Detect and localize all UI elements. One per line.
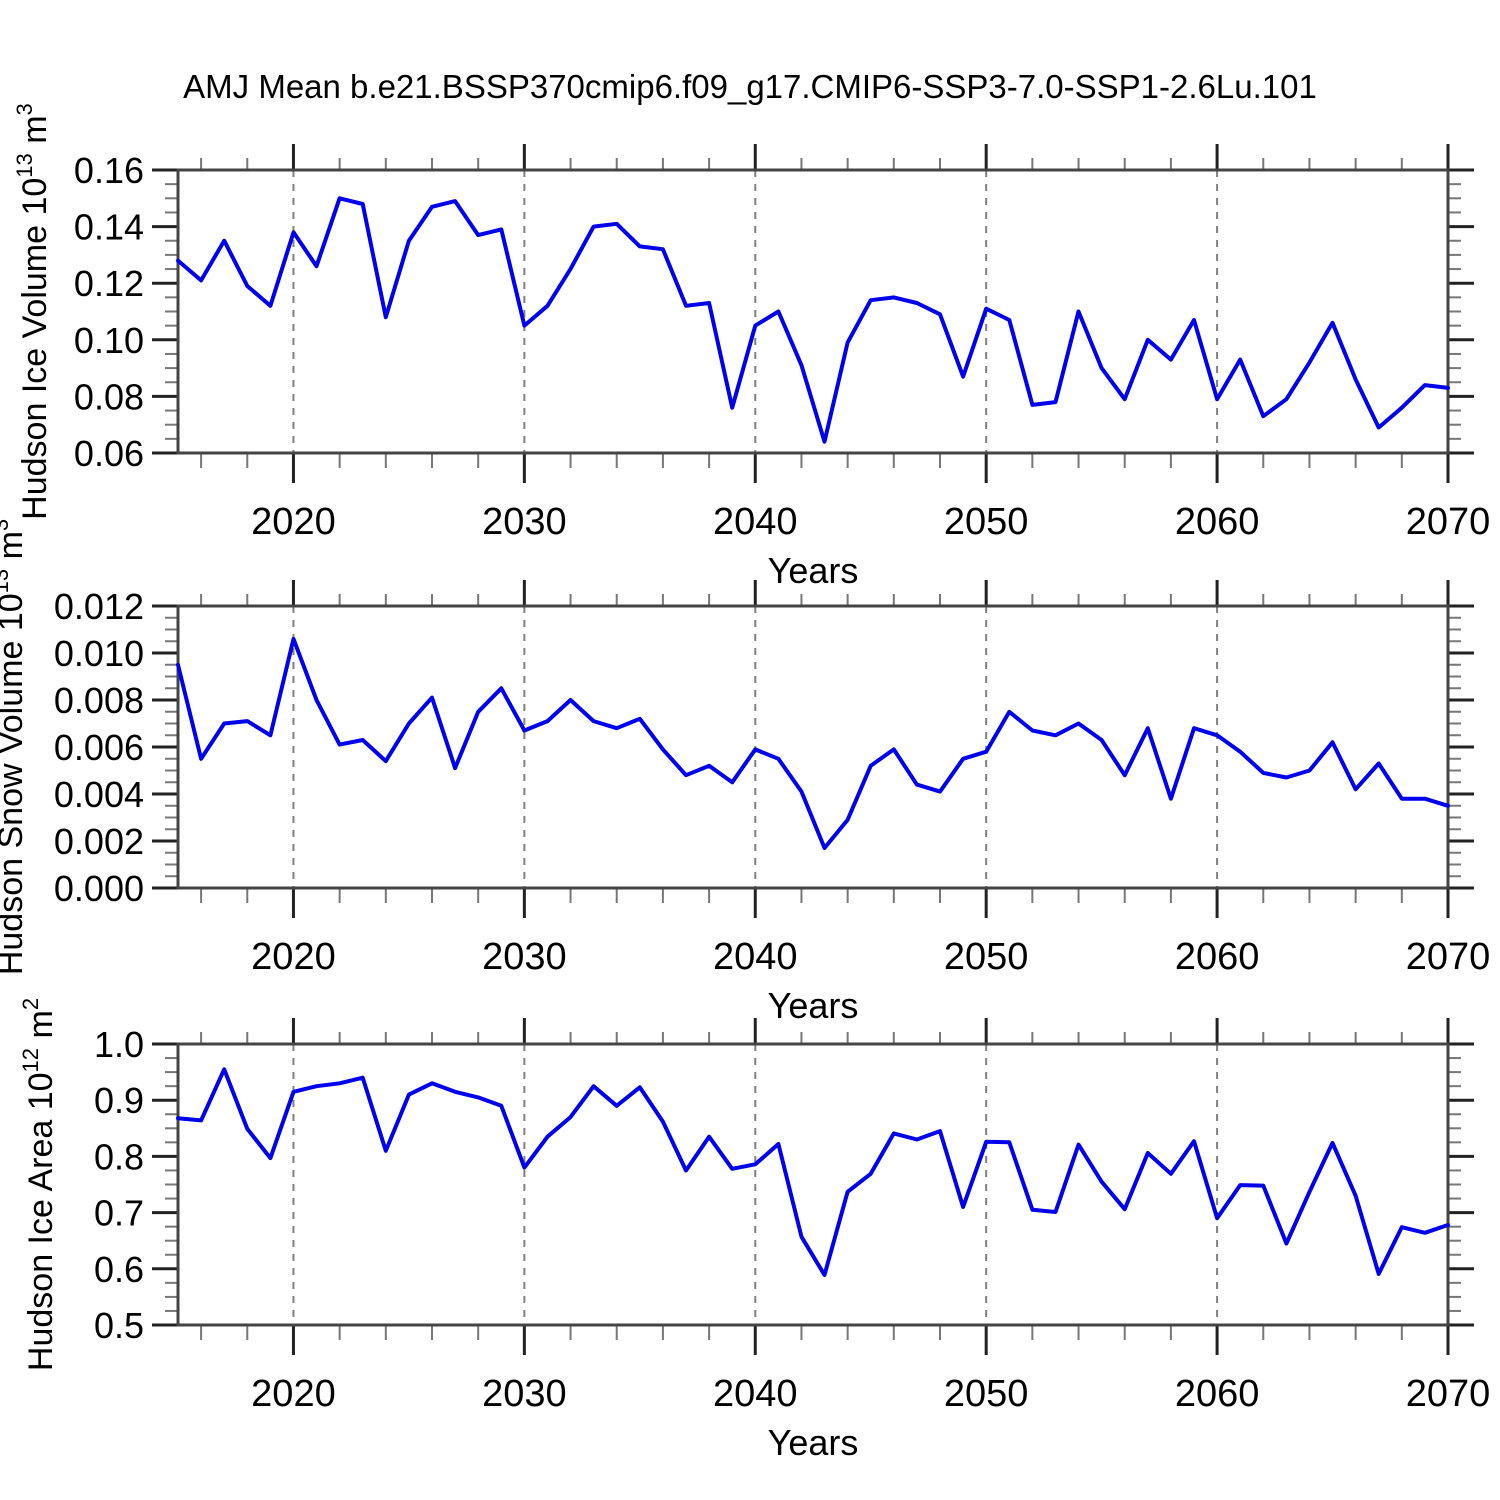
plot-frame: [176, 604, 1450, 890]
plot-frame: [176, 168, 1450, 455]
svg-text:0.7: 0.7: [94, 1193, 144, 1234]
svg-text:2040: 2040: [713, 501, 798, 543]
svg-text:0.6: 0.6: [94, 1249, 144, 1290]
svg-text:0.14: 0.14: [74, 207, 144, 248]
plot-frame: [176, 1042, 1450, 1327]
svg-text:2050: 2050: [944, 936, 1029, 978]
svg-text:2020: 2020: [251, 1373, 336, 1415]
hudson-snow-volume-series-line: [176, 636, 1450, 850]
svg-text:2050: 2050: [944, 1373, 1029, 1415]
svg-text:2040: 2040: [713, 936, 798, 978]
y-tick-labels: 0.06 0.08 0.10 0.12 0.14 0.16: [74, 150, 144, 474]
svg-text:0.08: 0.08: [74, 376, 144, 417]
svg-text:2070: 2070: [1406, 936, 1491, 978]
panel-hudson-ice-volume: 0.06 0.08 0.10 0.12 0.14 0.16 2020 2030 2040 2050…: [12, 103, 1490, 591]
svg-text:0.010: 0.010: [54, 633, 144, 674]
svg-text:0.8: 0.8: [94, 1136, 144, 1177]
svg-text:2060: 2060: [1175, 936, 1260, 978]
svg-text:0.002: 0.002: [54, 821, 144, 862]
y-axis-title: Hudson Ice Area 1012 m2: [18, 998, 60, 1371]
svg-text:2020: 2020: [251, 501, 336, 543]
svg-text:0.10: 0.10: [74, 320, 144, 361]
svg-text:2020: 2020: [251, 936, 336, 978]
svg-text:0.000: 0.000: [54, 868, 144, 909]
y-tick-labels: 0.000 0.002 0.004 0.006 0.008 0.010 0.012: [54, 586, 144, 909]
svg-text:0.006: 0.006: [54, 727, 144, 768]
svg-text:2060: 2060: [1175, 1373, 1260, 1415]
x-tick-labels: 2020 2030 2040 2050 2060 2070: [251, 501, 1490, 543]
svg-text:0.12: 0.12: [74, 263, 144, 304]
x-axis-title: Years: [768, 985, 859, 1026]
svg-text:0.004: 0.004: [54, 774, 144, 815]
x-axis-title: Years: [768, 550, 859, 591]
svg-text:0.06: 0.06: [74, 433, 144, 474]
svg-text:2050: 2050: [944, 501, 1029, 543]
y-axis-title: Hudson Ice Volume 1013 m3: [12, 103, 54, 520]
svg-text:0.16: 0.16: [74, 150, 144, 191]
svg-text:0.008: 0.008: [54, 680, 144, 721]
svg-text:2030: 2030: [482, 501, 567, 543]
svg-text:2030: 2030: [482, 1373, 567, 1415]
svg-text:2070: 2070: [1406, 1373, 1491, 1415]
chart-title: AMJ Mean b.e21.BSSP370cmip6.f09_g17.CMIP…: [183, 68, 1317, 105]
x-tick-labels: 2020 2030 2040 2050 2060 2070: [251, 936, 1490, 978]
svg-text:2070: 2070: [1406, 501, 1491, 543]
svg-text:2060: 2060: [1175, 501, 1260, 543]
y-tick-labels: 0.5 0.6 0.7 0.8 0.9 1.0: [94, 1024, 144, 1346]
svg-text:2030: 2030: [482, 936, 567, 978]
hudson-ice-volume-series-line: [176, 196, 1450, 444]
svg-text:1.0: 1.0: [94, 1024, 144, 1065]
x-axis-title: Years: [768, 1422, 859, 1463]
y-axis-title: Hudson Snow Volume 1013 m3: [0, 519, 30, 975]
hudson-ice-area-series-line: [176, 1067, 1450, 1277]
x-tick-labels: 2020 2030 2040 2050 2060 2070: [251, 1373, 1490, 1415]
svg-text:0.9: 0.9: [94, 1080, 144, 1121]
svg-text:2040: 2040: [713, 1373, 798, 1415]
svg-text:0.5: 0.5: [94, 1305, 144, 1346]
svg-text:0.012: 0.012: [54, 586, 144, 627]
